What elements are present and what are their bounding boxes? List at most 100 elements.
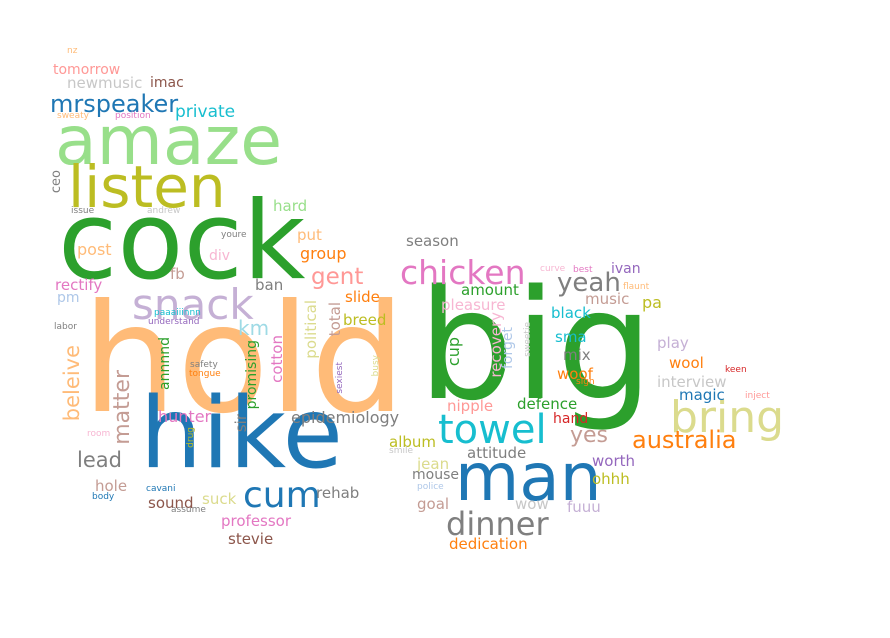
word-hole: hole <box>95 477 128 495</box>
word-interview: interview <box>657 373 727 391</box>
word-rehab: rehab <box>316 484 360 502</box>
word-lead: lead <box>77 448 122 472</box>
word-safety: safety <box>190 360 218 370</box>
word-body: body <box>92 492 115 502</box>
word-play: play <box>657 334 689 352</box>
word-mouse: mouse <box>412 467 459 483</box>
word-div: div <box>209 248 231 264</box>
word-dinner: dinner <box>446 505 549 543</box>
word-put: put <box>297 226 322 244</box>
word-pm: pm <box>57 290 80 306</box>
word-hard: hard <box>273 197 308 215</box>
word-goal: goal <box>417 495 450 513</box>
word-listen: listen <box>68 153 226 221</box>
word-pleasure: pleasure <box>441 296 506 314</box>
word-cock: cock <box>58 179 306 304</box>
word-fuuu: fuuu <box>567 498 601 516</box>
word-understand: understand <box>148 317 200 327</box>
word-youre: youre <box>221 230 247 240</box>
word-hand: hand <box>553 411 589 427</box>
word-mix: mix <box>563 346 591 364</box>
word-beleive: beleive <box>60 345 84 422</box>
word-sexiest: sexiest <box>335 362 345 394</box>
word-attitude: attitude <box>467 444 527 462</box>
word-mrspeaker: mrspeaker <box>50 90 179 118</box>
word-sign: sign <box>576 377 595 387</box>
word-total: total <box>326 302 344 337</box>
word-inject: inject <box>745 391 770 401</box>
word-magic: magic <box>679 386 725 404</box>
word-hike: hike <box>140 377 343 491</box>
word-group: group <box>300 244 347 263</box>
word-snack: snack <box>132 280 254 329</box>
word-cotton: cotton <box>268 335 286 383</box>
word-promising: promising <box>244 340 260 410</box>
word-post: post <box>77 240 112 259</box>
word-big: big <box>418 257 654 434</box>
word-sma: sma <box>555 328 587 346</box>
word-rectify: rectify <box>55 276 103 294</box>
word-jean: jean <box>417 455 450 473</box>
word-breed: breed <box>343 311 387 329</box>
word-busy: busy <box>371 355 381 377</box>
word-cup: cup <box>444 337 463 367</box>
word-black: black <box>551 304 591 322</box>
word-keen: keen <box>725 365 747 375</box>
word-sound: sound <box>148 494 194 512</box>
word-andrew: andrew <box>147 206 181 216</box>
word-professor: professor <box>221 512 292 530</box>
word-amount: amount <box>461 281 519 299</box>
word-newmusic: newmusic <box>67 74 143 92</box>
word-stevie: stevie <box>228 530 274 548</box>
word-labor: labor <box>54 322 77 332</box>
word-km: km <box>238 316 270 340</box>
word-suck: suck <box>202 490 237 508</box>
word-political: political <box>302 300 320 359</box>
word-epidemiology: epidemiology <box>291 408 400 427</box>
word-sweetie: sweetie <box>523 322 533 357</box>
word-annnnd: annnnd <box>157 337 173 390</box>
word-forget: forget <box>500 327 516 369</box>
word-ivan: ivan <box>611 261 641 277</box>
word-curve: curve <box>540 264 566 274</box>
word-chicken: chicken <box>400 253 526 292</box>
word-hold: hold <box>82 273 406 447</box>
word-police: police <box>417 482 444 492</box>
word-album: album <box>389 433 436 451</box>
word-tomorrow: tomorrow <box>53 62 121 78</box>
word-issue: issue <box>71 206 95 216</box>
word-nipple: nipple <box>447 397 494 415</box>
word-private: private <box>175 102 236 122</box>
word-assume: assume <box>171 505 206 515</box>
word-room: room <box>87 429 111 439</box>
word-worth: worth <box>592 452 636 470</box>
word-man: man <box>455 439 602 516</box>
word-fb: fb <box>170 265 185 283</box>
word-wool: wool <box>669 354 704 372</box>
word-hunter: hunter <box>158 407 212 426</box>
word-season: season <box>406 232 459 250</box>
word-amaze: amaze <box>55 102 283 181</box>
word-dedication: dedication <box>449 535 528 553</box>
word-sir: sir <box>232 414 250 433</box>
word-yeah: yeah <box>557 268 621 298</box>
word-defence: defence <box>517 395 578 413</box>
word-matter: matter <box>110 370 135 445</box>
word-ohhh: ohhh <box>592 470 630 488</box>
word-towel: towel <box>438 407 547 453</box>
word-cavani: cavani <box>146 484 176 494</box>
word-bring: bring <box>670 392 785 443</box>
word-australia: australia <box>632 426 737 454</box>
word-position: position <box>115 111 151 121</box>
word-flaunt: flaunt <box>623 282 650 292</box>
word-slide: slide <box>345 288 380 306</box>
word-woof: woof <box>557 365 593 383</box>
word-sweaty: sweaty <box>57 111 89 121</box>
word-tongue: tongue <box>189 369 221 379</box>
word-drug: drug <box>186 427 196 448</box>
word-gent: gent <box>311 264 364 290</box>
word-ceo: ceo <box>49 170 64 194</box>
word-imac: imac <box>150 75 184 91</box>
word-smile: smile <box>389 446 413 456</box>
